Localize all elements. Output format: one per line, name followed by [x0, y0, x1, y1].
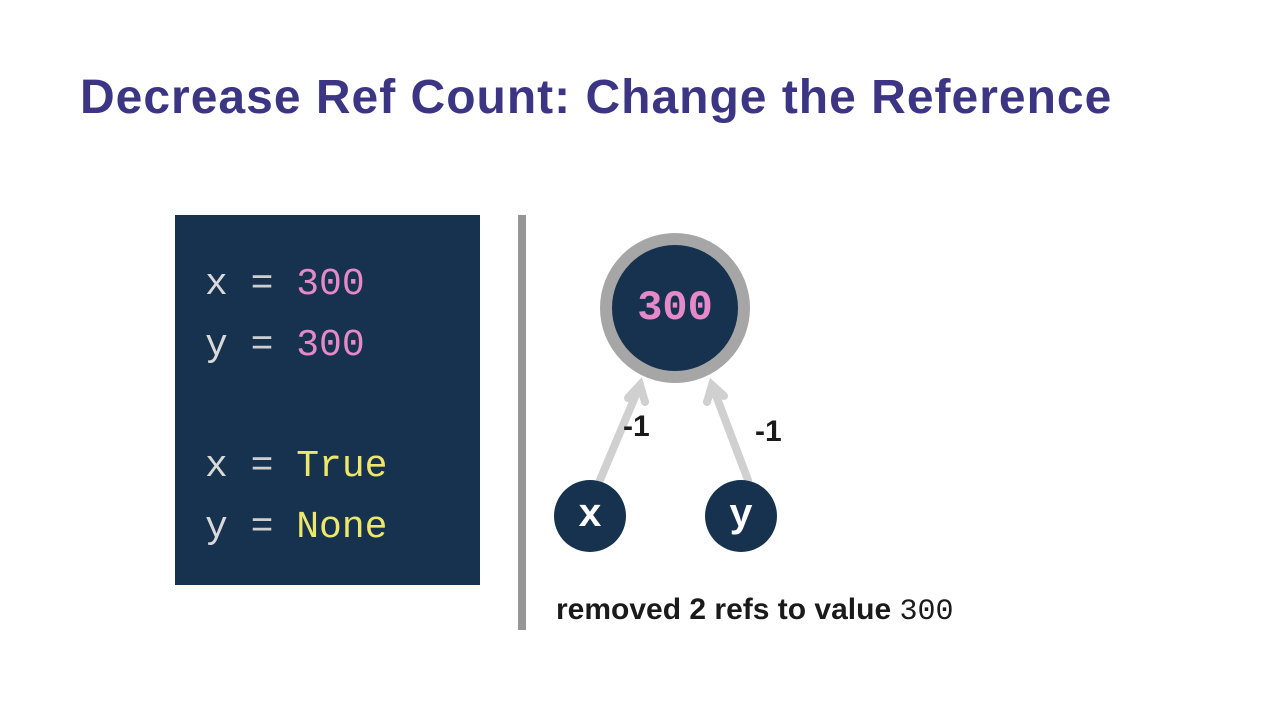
code-line: x = True — [205, 437, 450, 498]
caption-value: 300 — [899, 595, 953, 629]
code-line: y = 300 — [205, 316, 450, 377]
caption-prefix: removed 2 refs to value — [556, 593, 899, 626]
var-node-x-label: x — [578, 494, 602, 539]
delta-label-left: -1 — [623, 410, 650, 444]
slide-title: Decrease Ref Count: Change the Reference — [80, 70, 1112, 125]
code-line — [205, 377, 450, 438]
diagram-caption: removed 2 refs to value 300 — [556, 593, 954, 629]
reference-diagram: 300 x y -1 -1 removed 2 refs to value 30… — [540, 215, 1100, 655]
value-node-label: 300 — [637, 284, 713, 332]
code-line: x = 300 — [205, 255, 450, 316]
code-block: x = 300y = 300 x = Truey = None — [175, 215, 480, 585]
var-node-y: y — [705, 480, 777, 552]
vertical-divider — [518, 215, 526, 630]
var-node-x: x — [554, 480, 626, 552]
code-line: y = None — [205, 498, 450, 559]
var-node-y-label: y — [729, 494, 753, 539]
value-node-300: 300 — [600, 233, 750, 383]
delta-label-right: -1 — [755, 415, 782, 449]
